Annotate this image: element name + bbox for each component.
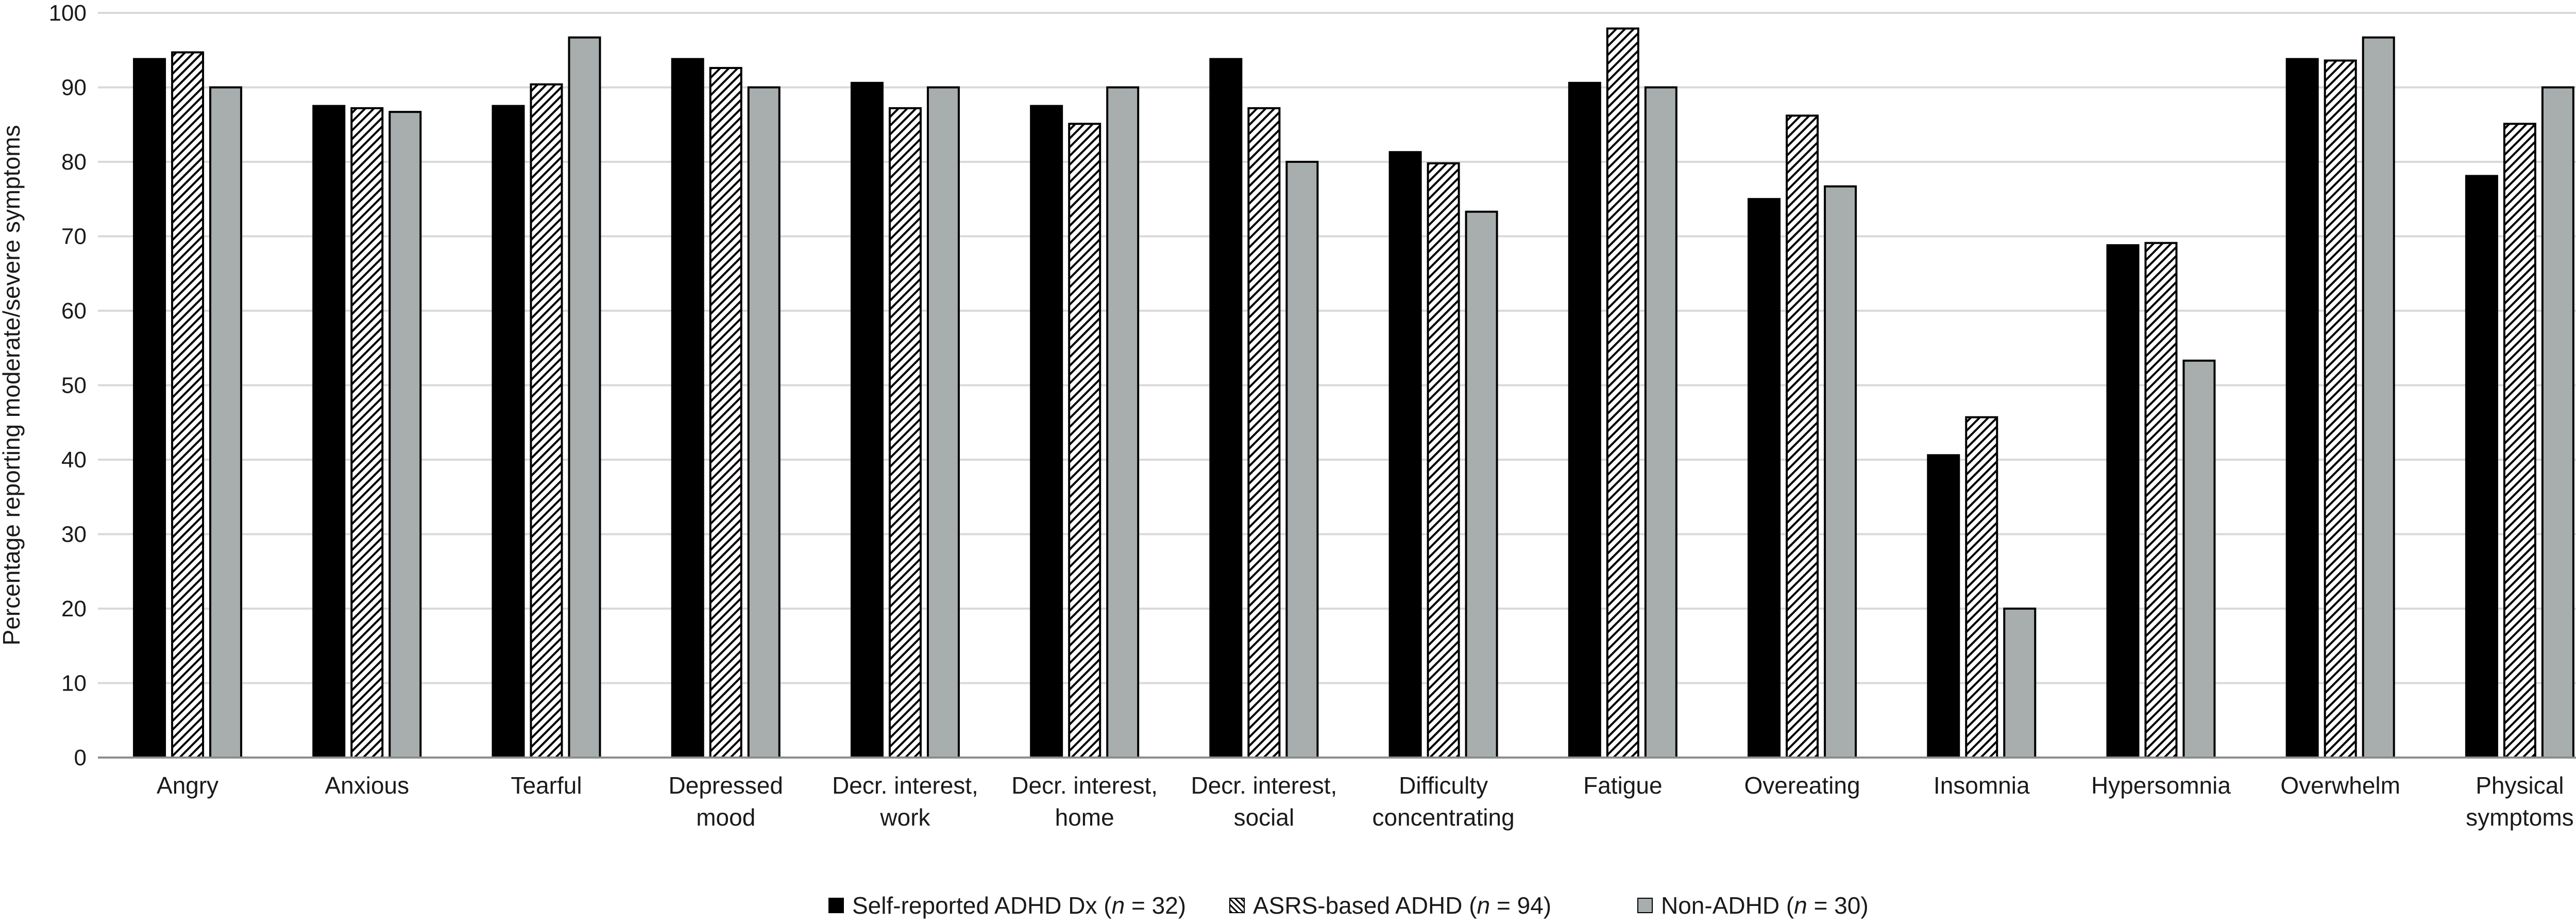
legend: Self-reported ADHD Dx (n = 32) ASRS-base… [0,892,2576,922]
bar [1786,114,1819,759]
bar [2144,242,2178,759]
legend-label: Non-ADHD (n = 30) [1661,892,1869,919]
bar [2465,175,2498,759]
bar [709,66,742,759]
bar [530,83,563,759]
y-tick-label: 50 [61,373,87,398]
y-tick-label: 70 [61,224,87,249]
bar [888,107,922,759]
x-tick-label: Difficulty [1399,772,1488,799]
y-tick-label: 40 [61,447,87,473]
bar [1965,416,1998,759]
x-tick-label: concentrating [1372,804,1515,831]
bar [1568,81,1601,759]
bar [1285,161,1319,759]
bar [1606,27,1639,759]
x-tick-label: Overeating [1744,772,1860,799]
x-tick-label: Decr. interest, [1191,772,1337,799]
x-tick-label: symptoms [2466,804,2574,831]
legend-label: Self-reported ADHD Dx (n = 32) [852,892,1187,919]
x-tick-label: Decr. interest, [1011,772,1158,799]
x-tick-label: work [879,804,930,831]
bar [1427,162,1460,759]
bar [1927,454,1960,759]
bar [2541,86,2574,759]
bar [2106,244,2140,759]
x-tick-label: mood [696,804,755,831]
bar [1209,58,1243,759]
bar [1824,185,1857,759]
bar [388,111,422,759]
y-tick-label: 100 [49,1,87,26]
y-tick-label: 90 [61,75,87,100]
y-axis-title: Percentage reporting moderate/severe sym… [0,125,25,646]
bar [926,86,960,759]
bar [209,86,243,759]
y-tick-label: 30 [61,522,87,547]
legend-item-self-reported: Self-reported ADHD Dx (n = 32) [828,892,1186,919]
bar [671,58,704,759]
x-tick-label: Decr. interest, [832,772,978,799]
bar [2503,123,2536,759]
bar [492,105,525,759]
legend-swatch-gray [1637,898,1653,913]
bar [2285,58,2319,759]
x-tick-label: Tearful [511,772,582,799]
y-tick-label: 80 [61,149,87,175]
x-tick-label: home [1055,804,1114,831]
x-tick-label: Anxious [325,772,409,799]
bar [1030,105,1063,759]
axis-labels: 0 10 20 30 40 50 60 70 80 90 100 Angry Anxious Tearfu… [0,1,2574,831]
bar [133,58,166,759]
x-tick-label: Hypersomnia [2091,772,2231,799]
bar [568,36,601,759]
bar [1068,123,1101,759]
bar [1748,198,1781,759]
x-tick-label: Physical [2476,772,2564,799]
y-tick-label: 60 [61,298,87,324]
y-tick-label: 20 [61,596,87,621]
bar [1644,86,1677,759]
y-tick-label: 0 [74,745,87,770]
bar [1106,86,1140,759]
bars [133,27,2574,759]
bar [171,51,205,759]
bar [350,107,384,759]
bar [2182,359,2216,759]
bar [1465,210,1498,759]
x-tick-label: Angry [157,772,218,799]
legend-item-non-adhd: Non-ADHD (n = 30) [1637,892,1869,919]
x-tick-label: Insomnia [1934,772,2030,799]
legend-swatch-hatch [1229,898,1245,913]
legend-item-asrs-based: ASRS-based ADHD (n = 94) [1229,892,1551,919]
bar [2003,608,2037,759]
legend-label: ASRS-based ADHD (n = 94) [1253,892,1552,919]
bar [2362,36,2395,759]
x-tick-label: Depressed [669,772,783,799]
bar [1247,107,1281,759]
bar [312,105,346,759]
bar [2324,59,2357,759]
x-tick-label: social [1234,804,1295,831]
bar [1388,151,1422,759]
legend-swatch-solid [828,898,844,913]
x-tick-label: Overwhelm [2280,772,2400,799]
bar [850,81,884,759]
y-tick-label: 10 [61,671,87,696]
bar [747,86,781,759]
x-tick-label: Fatigue [1583,772,1662,799]
